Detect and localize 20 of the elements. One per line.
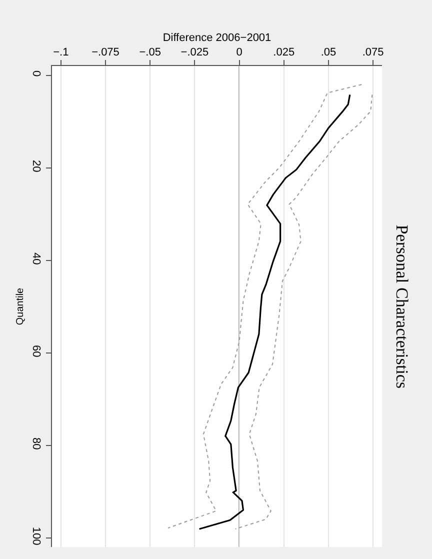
x-tick-label: −.05	[139, 46, 161, 59]
y-tick-label: 0	[30, 70, 42, 77]
y-tick-label: 60	[30, 344, 42, 358]
x-tick-label: .025	[273, 46, 295, 59]
text: Personal Characteristics	[392, 224, 412, 389]
y-tick-label: 20	[30, 160, 42, 172]
line-series	[234, 94, 373, 530]
y-tick-label: 40	[30, 252, 42, 265]
x-tick-label: −.075	[92, 46, 120, 59]
x-tick-label: 0	[236, 46, 242, 59]
line-series	[167, 84, 362, 529]
x-axis-title: Difference 2006−2001	[162, 32, 272, 44]
y-axis-title: Quantile	[14, 287, 26, 326]
x-tick-label: −.1	[53, 46, 69, 59]
line-series	[198, 94, 351, 530]
y-tick-label: 80	[30, 437, 42, 450]
y-tick-label: 100	[30, 526, 42, 546]
x-tick-label: .075	[362, 46, 384, 59]
x-tick-label: −.025	[180, 46, 209, 59]
x-tick-label: .05	[320, 46, 336, 59]
